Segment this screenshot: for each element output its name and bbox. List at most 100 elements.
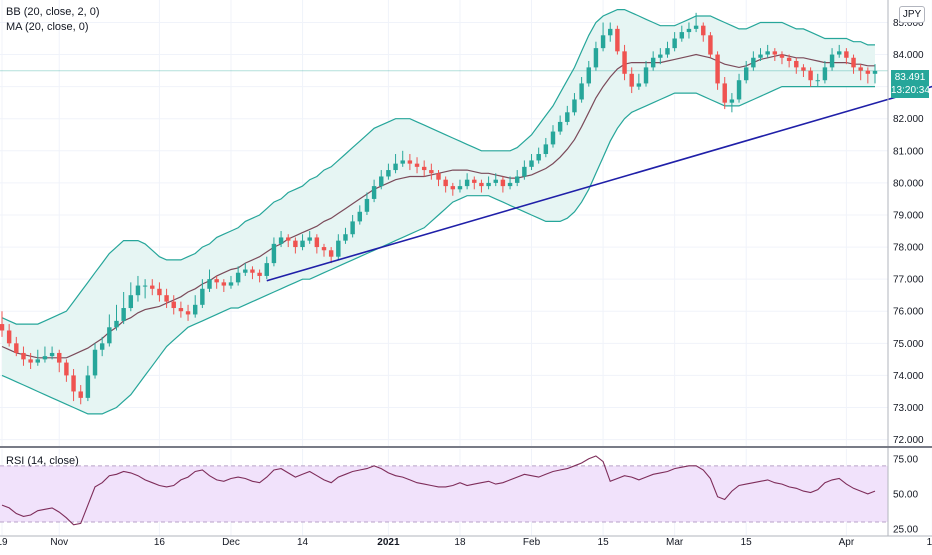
candle-body [822,67,828,81]
candle-body [815,80,820,82]
candle-body [235,272,241,283]
candle [421,160,427,177]
candle [429,163,434,180]
candle-body [522,166,527,177]
candle-body [729,99,735,103]
candle-body [21,352,26,360]
candle [500,176,506,193]
candle-body [307,237,312,241]
candle [135,275,141,302]
candle [729,93,735,113]
x-tick-label: 19 [0,537,8,548]
candle-body [829,54,835,68]
candle-body [715,54,720,84]
candle [436,170,441,187]
candle-body [164,295,169,302]
candle-body [450,186,456,190]
candle [822,60,828,84]
candle-body [99,343,105,350]
candle-body [579,83,584,100]
candle [529,154,534,171]
candle [6,324,12,347]
price-pane[interactable] [0,9,932,415]
candle-body [872,70,878,74]
candle [336,234,341,260]
ma-legend[interactable]: MA (20, close, 0) [6,21,89,33]
candle [450,182,456,196]
candle [815,73,820,87]
candle-body [772,51,778,55]
candle [765,44,770,58]
rsi-legend[interactable]: RSI (14, close) [6,455,79,467]
candle [629,67,634,94]
candle [386,163,391,180]
candle [164,288,169,309]
candle-body [85,375,91,398]
candles[interactable] [0,12,878,405]
y-tick-label: 77.000 [893,275,924,286]
candle-body [157,288,162,296]
candle-body [686,28,692,33]
candle-body [865,70,871,74]
candle [772,48,778,61]
candle-body [278,237,284,244]
candle [722,77,727,110]
bollinger-upper-band [1,9,875,325]
candle [550,125,556,148]
candle-body [794,60,799,68]
candle [307,231,312,244]
candle-body [486,182,491,187]
candle [393,154,398,174]
trend-line[interactable] [266,80,932,282]
candle-body [407,160,413,164]
candle [243,263,248,276]
candle [321,243,327,257]
candle-body [0,324,5,331]
candle-body [808,70,813,81]
candle-body [429,170,434,174]
candle [142,279,148,299]
candle-body [64,362,69,376]
candle [522,160,527,180]
candle [78,385,83,405]
candle [622,44,627,81]
candle-body [49,352,55,357]
y-tick-label: 72.000 [893,435,924,446]
candle-body [858,67,863,71]
candle [543,137,549,158]
candle-body [178,308,184,312]
candle-body [693,25,699,29]
candle-body [135,285,141,296]
candle [314,234,320,254]
y-tick-label: 79.000 [893,210,924,221]
bb-legend[interactable]: BB (20, close, 2, 0) [6,6,100,18]
candle-body [250,269,255,273]
y-tick-label: 75.000 [893,339,924,350]
candle-body [464,179,470,187]
candle-body [608,28,613,36]
candle [615,25,620,55]
rsi-pane[interactable] [0,455,888,526]
currency-badge[interactable]: JPY [899,6,925,23]
candle [407,154,413,171]
candle [844,48,849,65]
candle-body [228,282,234,286]
candle-body [343,234,348,241]
candle [278,231,284,248]
candle-body [593,48,599,68]
candle-body [636,83,642,87]
candle-body [114,320,119,328]
candle [486,176,491,190]
candle [472,176,477,190]
candle [271,237,277,267]
candle [379,170,384,190]
candle-body [586,67,591,84]
candle [350,214,355,238]
candle [293,237,298,254]
candle [286,234,291,248]
candle-body [722,83,727,103]
candle-body [121,308,126,321]
candle-body [550,131,556,145]
candle-body [665,48,670,55]
